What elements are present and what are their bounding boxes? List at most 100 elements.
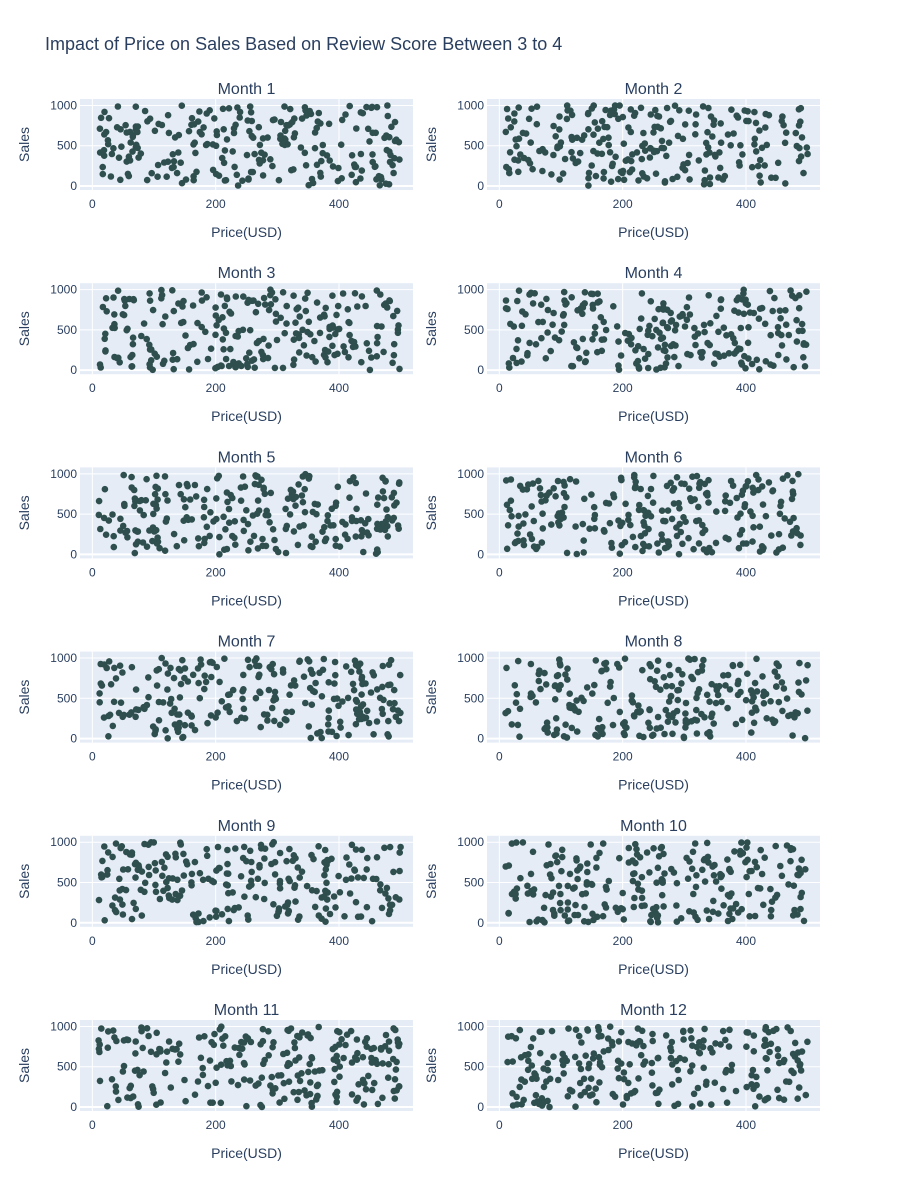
data-point [720, 324, 728, 332]
x-tick-label: 0 [496, 197, 503, 211]
data-point [705, 915, 713, 923]
data-point [155, 698, 163, 706]
data-point [355, 1081, 362, 1088]
data-point [524, 882, 531, 890]
data-point [210, 518, 217, 525]
data-point [161, 547, 169, 554]
chart-title: Impact of Price on Sales Based on Review… [45, 34, 562, 54]
data-point [245, 296, 252, 304]
data-point [656, 329, 663, 337]
data-point [644, 364, 652, 372]
data-point [602, 904, 610, 911]
data-point [363, 340, 371, 347]
data-point [503, 664, 510, 672]
data-point [223, 1057, 230, 1065]
data-point [615, 115, 622, 123]
data-point [688, 1062, 696, 1069]
data-point [246, 1077, 254, 1084]
data-point [272, 545, 280, 553]
data-point [550, 151, 557, 159]
data-point [342, 876, 350, 884]
data-point [139, 539, 147, 546]
data-point [309, 670, 316, 677]
data-point [577, 1065, 585, 1073]
data-point [223, 545, 231, 553]
data-point [515, 523, 522, 530]
data-point [374, 548, 382, 556]
data-point [560, 288, 568, 296]
data-point [382, 477, 389, 485]
data-point [571, 1053, 579, 1061]
data-point [228, 1078, 235, 1085]
data-point [365, 347, 373, 355]
data-point [285, 875, 292, 883]
data-point [589, 336, 596, 343]
data-point [213, 131, 221, 139]
data-point [225, 889, 232, 897]
data-point [223, 870, 231, 877]
data-point [517, 874, 524, 882]
data-point [773, 660, 780, 667]
data-point [179, 734, 186, 742]
data-point [117, 699, 125, 706]
data-point [743, 540, 750, 547]
data-point [514, 157, 522, 164]
data-point [719, 1027, 727, 1035]
data-point [290, 677, 298, 684]
data-point [103, 308, 110, 315]
data-point [738, 839, 745, 846]
data-point [538, 539, 546, 546]
data-point [724, 856, 731, 863]
y-axis-label: Sales [16, 495, 32, 530]
data-point [217, 291, 225, 298]
data-point [180, 517, 187, 524]
data-point [525, 115, 533, 123]
data-point [751, 141, 758, 148]
data-point [519, 839, 527, 846]
data-point [114, 103, 122, 110]
data-point [109, 511, 116, 518]
data-point [541, 669, 548, 677]
data-point [158, 286, 165, 294]
data-point [701, 167, 709, 174]
y-tick-label: 500 [464, 1060, 484, 1074]
data-point [370, 1079, 378, 1087]
data-point [101, 843, 108, 850]
data-point [143, 176, 151, 184]
data-point [366, 138, 373, 145]
data-point [653, 879, 660, 886]
data-point [374, 501, 381, 509]
y-tick-label: 1000 [457, 651, 484, 665]
data-point [559, 170, 567, 177]
data-point [151, 350, 158, 358]
data-point [692, 131, 699, 138]
data-point [713, 312, 720, 320]
data-point [700, 1064, 707, 1072]
data-point [110, 532, 117, 540]
data-point [557, 906, 564, 914]
data-point [665, 712, 672, 719]
data-point [694, 330, 702, 337]
data-point [291, 882, 299, 889]
data-point [338, 1036, 345, 1043]
data-point [566, 870, 574, 878]
data-point [199, 876, 207, 884]
data-point [290, 134, 298, 141]
data-point [645, 543, 653, 550]
data-point [284, 122, 292, 129]
data-point [394, 522, 402, 529]
data-point [558, 853, 566, 861]
data-point [527, 289, 535, 297]
data-point [591, 330, 599, 337]
y-axis-label: Sales [16, 311, 32, 346]
data-point [649, 1082, 656, 1089]
data-point [248, 858, 255, 866]
data-point [365, 532, 372, 539]
data-point [592, 1085, 599, 1092]
data-point [151, 859, 159, 867]
data-point [527, 690, 535, 697]
x-tick-label: 200 [613, 934, 633, 948]
data-point [511, 539, 519, 547]
